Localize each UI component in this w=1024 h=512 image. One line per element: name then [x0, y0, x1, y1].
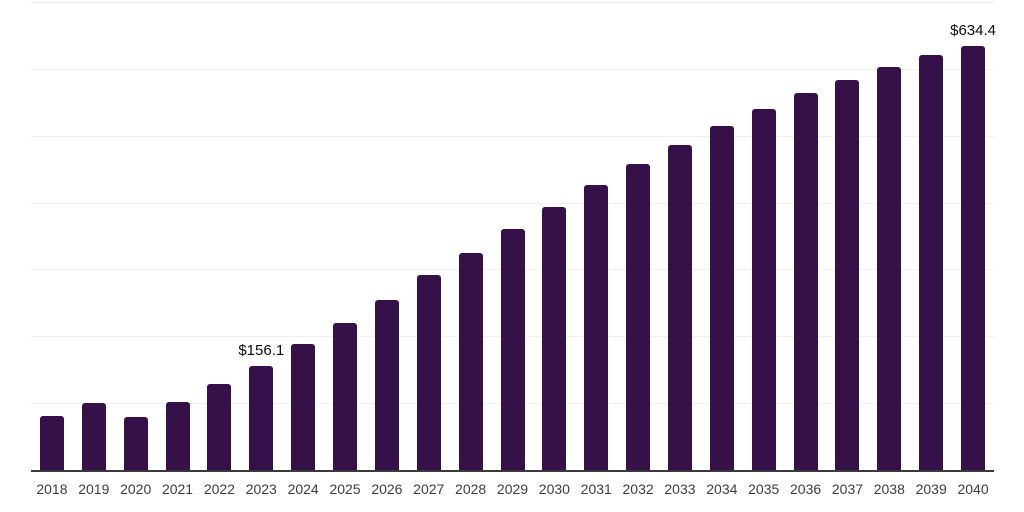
bar-2020: [123, 416, 148, 470]
bar-2040: [961, 45, 986, 470]
bar-2029: [500, 229, 525, 470]
gridline-700: [31, 2, 994, 3]
plot-area: $156.1 $634.4: [31, 2, 997, 472]
x-axis-tick-labels: 2018 2019 2020 2021 2022 2023 2024 2025 2026 2027…: [31, 481, 994, 501]
x-tick-2019: 2019: [78, 481, 110, 497]
x-tick-2032: 2032: [622, 481, 654, 497]
bar-2036: [793, 93, 818, 470]
bar-2030: [542, 207, 567, 470]
x-tick-2026: 2026: [371, 481, 403, 497]
x-tick-2036: 2036: [790, 481, 822, 497]
bar-2028: [458, 252, 483, 470]
bar-2037: [835, 79, 860, 470]
x-tick-2039: 2039: [915, 481, 947, 497]
gridline-400: [31, 202, 994, 204]
gridline-600: [31, 68, 994, 70]
bar-2024: [291, 344, 316, 470]
x-tick-2029: 2029: [496, 481, 529, 497]
x-tick-2024: 2024: [287, 481, 319, 497]
x-tick-2022: 2022: [203, 481, 235, 497]
bar-2033: [667, 145, 692, 470]
bar-2022: [207, 384, 232, 470]
x-tick-2025: 2025: [329, 481, 361, 497]
x-tick-2027: 2027: [413, 481, 445, 497]
x-tick-2035: 2035: [748, 481, 780, 497]
x-tick-2020: 2020: [120, 481, 152, 497]
bar-2032: [626, 163, 651, 470]
bar-2025: [333, 322, 358, 470]
bar-2026: [374, 299, 399, 470]
bar-2019: [81, 403, 106, 470]
x-tick-2038: 2038: [873, 481, 905, 497]
bar-2039: [919, 55, 944, 470]
x-tick-2030: 2030: [538, 481, 570, 497]
bar-2027: [416, 275, 441, 470]
bar-2018: [39, 416, 64, 470]
x-tick-2040: 2040: [957, 481, 989, 497]
x-tick-2028: 2028: [455, 481, 487, 497]
bar-2031: [584, 184, 609, 470]
value-label-2023: $156.1: [238, 341, 285, 359]
x-tick-2023: 2023: [245, 481, 277, 497]
x-tick-2031: 2031: [580, 481, 612, 497]
bar-2038: [877, 66, 902, 470]
value-label-2040: $634.4: [950, 21, 997, 39]
x-axis-line: [31, 470, 994, 472]
bar-2021: [165, 402, 190, 470]
x-tick-2021: 2021: [161, 481, 194, 497]
bar-2035: [751, 109, 776, 470]
gridline-500: [31, 135, 994, 137]
bar-2023: [249, 365, 274, 470]
x-tick-2037: 2037: [831, 481, 864, 497]
bar-2034: [709, 126, 734, 470]
x-tick-2034: 2034: [706, 481, 738, 497]
x-tick-2033: 2033: [664, 481, 696, 497]
x-tick-2018: 2018: [36, 481, 68, 497]
